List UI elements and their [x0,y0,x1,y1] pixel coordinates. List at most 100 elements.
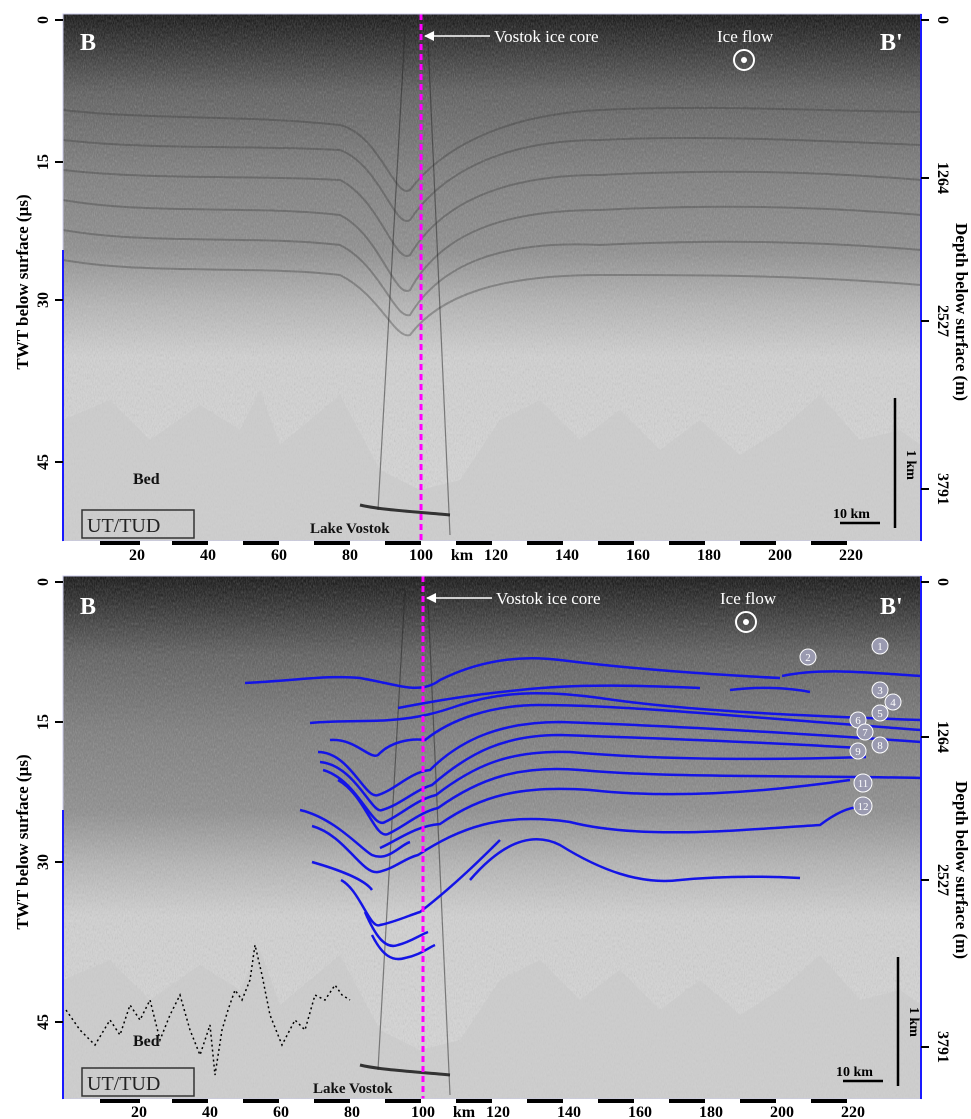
x-tick-label: 100 [409,547,433,564]
layer-badge-number: 8 [877,740,883,752]
x-tick-label: km [453,1104,476,1119]
layer-badge-number: 1 [877,641,883,653]
layer-badge: 1 [871,637,889,655]
x-tick-label: 20 [129,547,145,564]
left-tick-label: 45 [35,454,52,470]
layer-badge: 5 [871,704,889,722]
left-tick-label: 0 [35,578,52,586]
ice-flow-out-of-page-icon [735,611,757,633]
diagonal-artifact-1 [377,589,406,1071]
right-axis-title: Depth below surface (m) [952,781,971,959]
km-scale-bar [63,1099,921,1103]
lake-label: Lake Vostok [310,521,390,537]
traced-layer-6 [319,733,861,812]
scale-bar-h-label: 10 km [833,507,870,522]
x-tick-label: 200 [768,547,792,564]
right-tick-label: 2527 [934,864,951,896]
layer-badge: 2 [799,648,817,666]
layer-badge-number: 4 [890,697,896,709]
traced-layer-8 [337,767,921,836]
bed-reflection [63,390,921,541]
ice-flow-label: Ice flow [717,27,774,46]
x-tick-labels-top: 20 40 60 80 100 km 120 140 160 180 200 2… [129,547,863,564]
right-tick-label: 1264 [934,721,951,753]
right-axis-top: 0 1264 2527 3791 Depth below surface (m) [921,16,971,505]
traced-layer-11 [311,806,867,874]
diagonal-artifact-2 [427,599,451,1096]
traced-layer-10 [299,808,411,858]
right-axis-title: Depth below surface (m) [952,223,971,401]
credit-label: UT/TUD [87,515,160,537]
left-axis-bottom: 0 15 30 45 TWT below surface (µs) [13,578,63,1030]
traced-layers [244,656,921,961]
x-tick-label: 140 [555,547,579,564]
x-tick-label: km [451,547,474,564]
x-tick-label: 80 [342,547,358,564]
layer-badge-number: 2 [805,652,811,664]
left-tick-label: 30 [35,854,52,870]
layer-badge: 11 [853,773,873,793]
right-tick-label: 3791 [934,473,951,505]
layer-badge-number: 9 [855,746,861,758]
layer-badge: 12 [853,796,873,816]
ice-flow-dot-icon [743,619,749,625]
left-tick-label: 30 [35,292,52,308]
diagonal-artifact-2 [427,39,451,536]
lake-surface-reflection [359,503,451,517]
scale-bar-v-label: 1 km [903,450,918,480]
core-arrow-head-icon [424,31,434,41]
traced-layer-4 [329,703,921,757]
radar-panel-bottom: 1 2 3 4 5 6 7 8 9 11 12 Vostok ice core … [13,575,971,1119]
x-tick-label: 40 [200,547,216,564]
x-tick-label: 80 [344,1104,360,1119]
layer-badge-number: 12 [858,801,869,813]
traced-layer-11b [311,860,374,891]
layer-badge: 7 [856,723,874,741]
x-tick-label: 180 [697,547,721,564]
lake-label: Lake Vostok [313,1081,393,1097]
ice-flow-dot-icon [741,57,747,63]
left-axis-title: TWT below surface (µs) [13,754,32,929]
x-tick-label: 60 [271,547,287,564]
traced-layer-13 [340,839,501,927]
x-tick-label: 160 [626,547,650,564]
credit-label: UT/TUD [87,1073,160,1095]
layer-badge: 3 [871,681,889,699]
corner-label-left: B [80,30,96,56]
x-tick-label: 200 [770,1104,794,1119]
traced-layer-14 [363,911,429,948]
internal-layers-texture [63,106,921,337]
core-arrow-head-icon [426,593,436,603]
bed-trace-dotted [65,944,351,1076]
right-tick-label: 0 [934,578,951,586]
scale-bar-h-label: 10 km [836,1065,873,1080]
credit-box [81,1067,195,1097]
traced-layer-1 [244,656,781,690]
left-tick-label: 15 [35,154,52,170]
x-tick-label: 120 [484,547,508,564]
traced-layer-7 [322,750,867,825]
core-label: Vostok ice core [496,589,601,608]
core-label: Vostok ice core [494,27,599,46]
corner-label-right: B' [880,594,903,620]
traced-layer-15 [370,934,436,961]
left-tick-label: 15 [35,714,52,730]
x-tick-label: 120 [486,1104,510,1119]
x-tick-label: 160 [628,1104,652,1119]
right-tick-label: 2527 [934,305,951,337]
layer-badge: 8 [871,736,889,754]
x-tick-label: 40 [202,1104,218,1119]
diagonal-artifact-1 [377,29,406,511]
scale-bar-v-label: 1 km [906,1007,921,1037]
layer-badge: 9 [849,742,867,760]
corner-label-left: B [80,594,96,620]
traced-layer-12 [469,837,801,883]
radar-panel-top: Vostok ice core B B' Ice flow Bed Lake V… [13,13,971,564]
traced-layer-3 [309,692,921,725]
layer-badge: 4 [884,693,902,711]
traced-layer-9 [379,778,851,850]
x-tick-labels-bottom: 20 40 60 80 100 km 120 140 160 180 200 2… [131,1104,865,1119]
km-scale-bar [63,541,921,545]
left-axis-title: TWT below surface (µs) [13,194,32,369]
layer-badge-number: 11 [858,778,869,790]
